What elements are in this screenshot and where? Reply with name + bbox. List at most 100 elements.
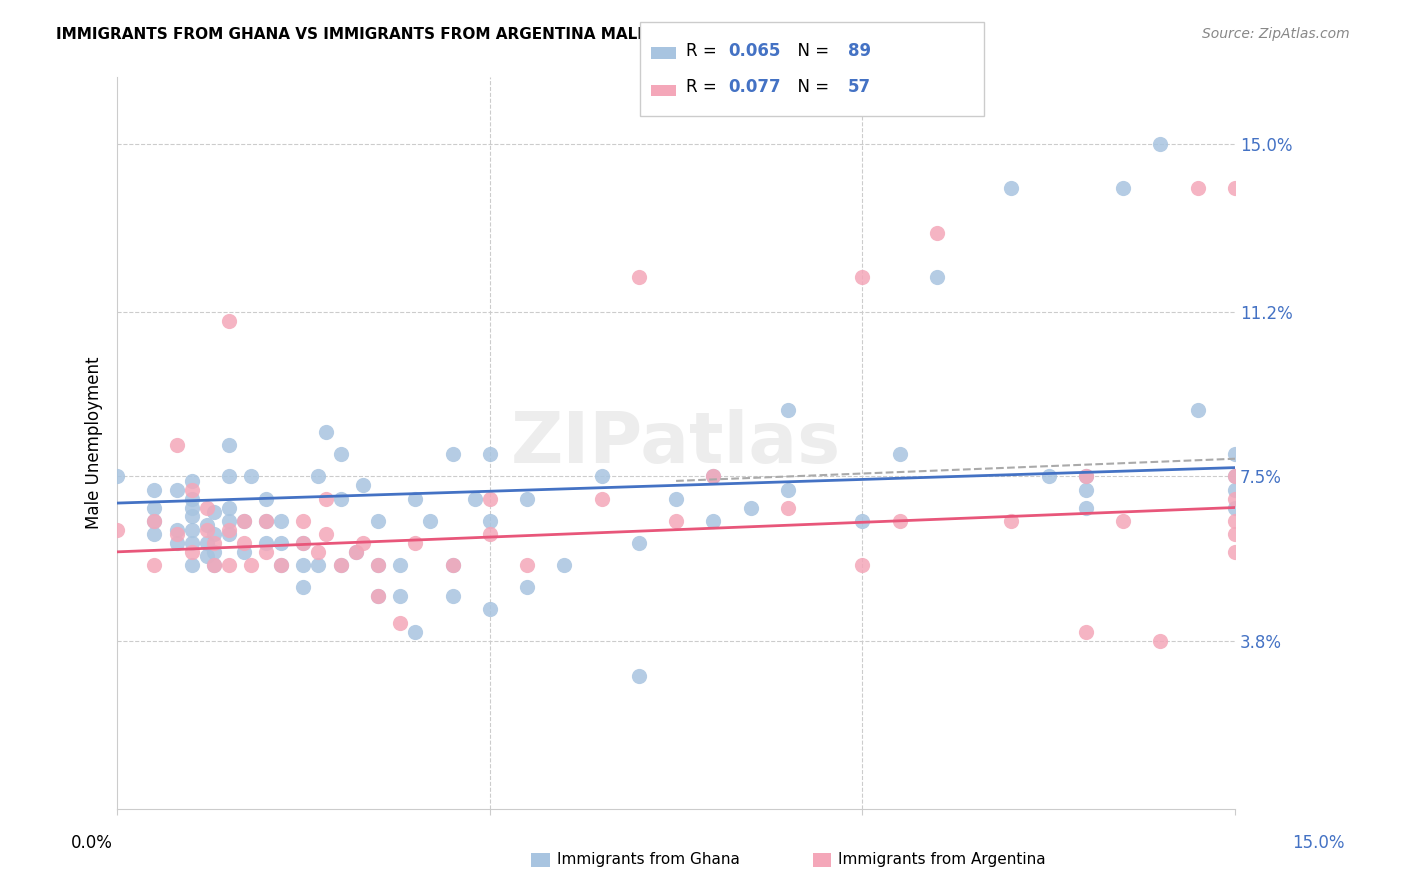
Point	[195, 500, 218, 515]
Point	[478, 447, 501, 461]
Point	[665, 491, 688, 506]
Point	[367, 558, 389, 573]
Point	[329, 447, 352, 461]
Point	[889, 447, 911, 461]
Point	[202, 527, 225, 541]
Point	[195, 523, 218, 537]
Point	[389, 589, 412, 603]
Point	[166, 483, 188, 497]
Point	[218, 523, 240, 537]
Point	[367, 514, 389, 528]
Point	[180, 545, 202, 559]
Point	[702, 469, 724, 483]
Point	[367, 558, 389, 573]
Point	[166, 523, 188, 537]
Point	[202, 558, 225, 573]
Point	[180, 500, 202, 515]
Point	[665, 514, 688, 528]
Point	[1074, 483, 1097, 497]
Point	[851, 558, 873, 573]
Point	[591, 469, 613, 483]
Point	[195, 518, 218, 533]
Point	[441, 589, 464, 603]
Point	[1223, 545, 1246, 559]
Point	[218, 438, 240, 452]
Point	[315, 425, 337, 439]
Point	[254, 491, 277, 506]
Point	[180, 558, 202, 573]
Point	[627, 536, 650, 550]
Point	[516, 491, 538, 506]
Point	[202, 558, 225, 573]
Point	[202, 505, 225, 519]
Point	[270, 514, 292, 528]
Point	[1038, 469, 1060, 483]
Point	[218, 558, 240, 573]
Point	[1112, 514, 1135, 528]
Point	[851, 514, 873, 528]
Point	[1223, 181, 1246, 195]
Text: 57: 57	[848, 78, 870, 95]
Point	[404, 624, 426, 639]
Text: Immigrants from Ghana: Immigrants from Ghana	[557, 853, 740, 867]
Text: IMMIGRANTS FROM GHANA VS IMMIGRANTS FROM ARGENTINA MALE UNEMPLOYMENT CORRELATION: IMMIGRANTS FROM GHANA VS IMMIGRANTS FROM…	[56, 27, 984, 42]
Text: R =: R =	[686, 78, 723, 95]
Point	[218, 514, 240, 528]
Point	[195, 549, 218, 564]
Point	[143, 514, 166, 528]
Point	[419, 514, 441, 528]
Point	[292, 536, 315, 550]
Point	[180, 523, 202, 537]
Point	[464, 491, 486, 506]
Point	[1074, 500, 1097, 515]
Point	[254, 536, 277, 550]
Point	[702, 514, 724, 528]
Point	[776, 500, 799, 515]
Text: Immigrants from Argentina: Immigrants from Argentina	[838, 853, 1046, 867]
Point	[851, 269, 873, 284]
Point	[404, 536, 426, 550]
Point	[307, 545, 329, 559]
Point	[389, 558, 412, 573]
Point	[218, 469, 240, 483]
Point	[889, 514, 911, 528]
Point	[315, 527, 337, 541]
Point	[195, 536, 218, 550]
Point	[307, 558, 329, 573]
Point	[740, 500, 762, 515]
Point	[1223, 469, 1246, 483]
Point	[240, 469, 263, 483]
Point	[232, 536, 254, 550]
Point	[105, 469, 128, 483]
Point	[307, 469, 329, 483]
Point	[1149, 633, 1171, 648]
Point	[292, 536, 315, 550]
Point	[143, 514, 166, 528]
Point	[389, 615, 412, 630]
Text: Source: ZipAtlas.com: Source: ZipAtlas.com	[1202, 27, 1350, 41]
Point	[1223, 491, 1246, 506]
Point	[218, 527, 240, 541]
Point	[180, 474, 202, 488]
Point	[478, 491, 501, 506]
Point	[344, 545, 367, 559]
Point	[553, 558, 575, 573]
Text: N =: N =	[787, 42, 835, 60]
Point	[143, 483, 166, 497]
Point	[166, 536, 188, 550]
Point	[254, 514, 277, 528]
Point	[1000, 181, 1022, 195]
Point	[202, 536, 225, 550]
Point	[441, 447, 464, 461]
Point	[1187, 181, 1209, 195]
Point	[627, 669, 650, 683]
Point	[516, 558, 538, 573]
Point	[1223, 469, 1246, 483]
Point	[292, 580, 315, 594]
Point	[270, 558, 292, 573]
Text: 15.0%: 15.0%	[1292, 834, 1346, 852]
Point	[478, 602, 501, 616]
Point	[404, 491, 426, 506]
Point	[591, 491, 613, 506]
Text: 0.065: 0.065	[728, 42, 780, 60]
